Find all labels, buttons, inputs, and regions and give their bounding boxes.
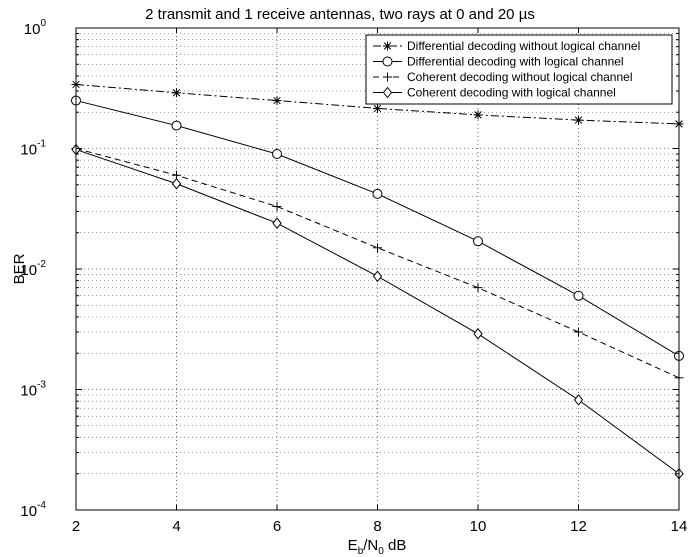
x-tick-label: 6 [273,518,281,535]
legend: Differential decoding without logical ch… [365,34,673,105]
x-axis-label: Eb/N0 dB [348,537,407,557]
legend-marker [383,72,392,82]
legend-label: Differential decoding with logical chann… [407,55,624,69]
x-tick-label: 12 [570,518,587,535]
data-point [172,88,181,98]
x-tick-label: 14 [671,518,688,535]
data-point [473,327,483,340]
legend-item: Coherent decoding without logical channe… [373,70,633,84]
grid [76,28,679,510]
data-point [171,120,182,131]
data-point [574,115,583,125]
data-point [473,236,483,247]
series-layer [71,79,684,480]
legend-item: Coherent decoding with logical channel [373,86,616,100]
x-tick-label: 2 [72,518,80,535]
y-tick-labels: 100 10-1 10-2 10-3 10-4 [20,18,46,520]
y-tick-label: 10-1 [20,139,46,159]
data-point [272,96,282,106]
data-point [473,283,483,293]
y-tick-label: 100 [24,18,47,38]
data-point [372,270,383,283]
x-tick-label: 4 [172,518,180,535]
legend-marker [383,41,392,51]
data-point [272,149,282,160]
x-tick-label: 10 [470,518,487,535]
chart-title: 2 transmit and 1 receive antennas, two r… [145,6,535,23]
x-tick-label: 8 [373,518,381,535]
data-point [573,290,584,301]
legend-marker [382,86,393,99]
legend-item: Differential decoding with logical chann… [373,55,624,69]
legend-box [365,34,673,105]
legend-marker [382,56,393,67]
data-point [272,217,282,229]
y-tick-label: 10-3 [20,380,46,400]
tick-marks [75,27,680,511]
y-tick-label: 10-4 [20,500,46,520]
data-point [372,188,383,199]
data-point [272,202,282,212]
series-line [75,148,680,379]
data-point [573,394,584,406]
data-point [574,327,583,337]
data-point [473,110,483,120]
legend-item: Differential decoding without logical ch… [373,39,640,53]
data-point [171,177,182,190]
legend-label: Coherent decoding with logical channel [407,86,616,100]
data-point [373,103,382,113]
legend-label: Coherent decoding without logical channe… [407,70,633,84]
y-tick-label: 10-2 [20,259,46,279]
y-axis-label: BER [11,253,28,284]
data-point [373,243,382,253]
x-tick-labels: 2 4 6 8 10 12 14 [72,518,688,535]
legend-label: Differential decoding without logical ch… [407,39,640,53]
